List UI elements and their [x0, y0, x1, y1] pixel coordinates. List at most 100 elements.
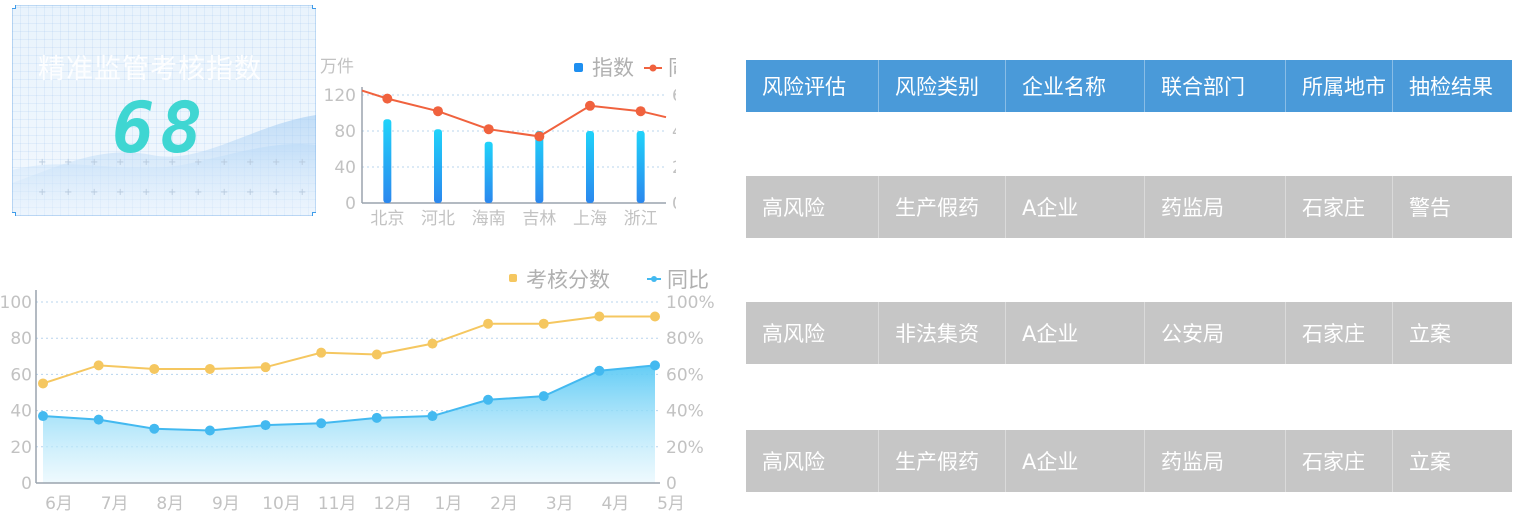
table-header-cell[interactable]: 联合部门 — [1145, 60, 1286, 112]
table-cell: 石家庄 — [1286, 176, 1393, 238]
table-row[interactable]: 高风险 生产假药 A企业 药监局 石家庄 立案 — [746, 430, 1512, 492]
table-cell: 立案 — [1409, 322, 1451, 346]
svg-text:+: + — [90, 157, 98, 168]
x-tick: 6月 — [45, 494, 73, 512]
score-point — [38, 378, 48, 389]
svg-text:+: + — [220, 187, 228, 198]
resize-handle-top-left[interactable] — [12, 5, 16, 9]
table-header-cell[interactable]: 风险评估 — [746, 60, 879, 112]
score-point — [204, 363, 215, 374]
table-header-cell[interactable]: 风险类别 — [879, 60, 1006, 112]
score-point — [594, 311, 605, 322]
y-left-tick: 40 — [334, 158, 356, 178]
yoy-point — [534, 131, 545, 142]
score-point — [427, 338, 438, 349]
bar-北京 — [383, 119, 392, 203]
table-cell: 高风险 — [746, 302, 879, 364]
yoy-point — [93, 414, 104, 425]
table-cell: 生产假药 — [879, 430, 1006, 492]
yoy-point — [594, 365, 605, 376]
index-title: 精准监管考核指数 — [38, 54, 262, 85]
table-row[interactable]: 高风险 非法集资 A企业 公安局 石家庄 立案 — [746, 302, 1512, 364]
svg-text:+: + — [168, 157, 176, 168]
score-point — [538, 318, 549, 329]
table-header-cell[interactable]: 所属地市 — [1286, 60, 1393, 112]
table-cell: A企业 — [1006, 302, 1145, 364]
table-cell: 高风险 — [746, 176, 879, 238]
legend-line-dot — [649, 64, 657, 72]
table-cell: 立案 — [1409, 450, 1451, 474]
table-cell: 生产假药 — [879, 176, 1006, 238]
y-right-tick: 0 — [666, 474, 677, 494]
score-line-chart: 0 20 40 60 80 100 0 20% 40% 60% 80% 100% 6月 7月 8月 9月 10月… — [0, 268, 715, 512]
yoy-point — [38, 411, 48, 422]
score-point — [483, 318, 494, 329]
bar-河北 — [434, 129, 442, 203]
table-header-cell[interactable]: 企业名称 — [1006, 60, 1145, 112]
svg-text:+: + — [220, 157, 228, 168]
svg-text:+: + — [272, 157, 280, 168]
y-left-tick: 60 — [10, 365, 32, 385]
table-row[interactable]: 高风险 生产假药 A企业 药监局 石家庄 警告 — [746, 176, 1512, 238]
yoy-line — [42, 364, 656, 432]
y-right-tick: 20% — [666, 438, 704, 458]
y-left-tick: 80 — [10, 329, 32, 349]
yoy-point — [382, 93, 393, 104]
table-cell: 公安局 — [1145, 302, 1286, 364]
table-header-cell[interactable]: 抽检结果 — [1409, 75, 1493, 99]
svg-text:+: + — [298, 187, 306, 198]
legend-score-swatch — [509, 274, 517, 282]
bar-吉林 — [535, 131, 544, 203]
yoy-point — [538, 391, 549, 402]
x-tick: 3月 — [546, 494, 574, 512]
x-tick: 浙江 — [624, 209, 658, 229]
svg-text:+: + — [38, 157, 46, 168]
svg-text:+: + — [168, 187, 176, 198]
table-cell: A企业 — [1006, 430, 1145, 492]
yoy-point — [204, 425, 215, 436]
x-tick: 4月 — [601, 494, 629, 512]
y-right-tick: 40% — [672, 122, 676, 142]
x-tick: 吉林 — [522, 209, 556, 229]
yoy-point — [650, 360, 660, 371]
svg-text:+: + — [194, 187, 202, 198]
table-header-row: 风险评估 风险类别 企业名称 联合部门 所属地市 抽检结果 — [746, 60, 1512, 112]
table-cell: 警告 — [1409, 196, 1451, 220]
yoy-line — [361, 89, 667, 138]
svg-text:+: + — [142, 187, 150, 198]
table-cell: A企业 — [1006, 176, 1145, 238]
yoy-point — [427, 411, 438, 422]
table-cell: 高风险 — [746, 430, 879, 492]
y-right-tick: 60% — [666, 365, 704, 385]
svg-text:+: + — [64, 187, 72, 198]
yoy-point — [635, 106, 646, 117]
table-cell: 非法集资 — [879, 302, 1006, 364]
resize-handle-bottom-right[interactable] — [312, 212, 316, 216]
x-tick: 河北 — [421, 209, 455, 229]
y-left-tick: 40 — [10, 402, 32, 422]
yoy-point — [260, 420, 271, 431]
y-right-tick: 60% — [672, 86, 676, 106]
y-right-tick: 0% — [672, 194, 676, 214]
x-tick: 北京 — [370, 209, 404, 229]
resize-handle-top-right[interactable] — [312, 5, 316, 9]
legend-bar-label: 指数 — [592, 56, 634, 80]
x-tick: 11月 — [318, 494, 357, 512]
x-tick: 12月 — [373, 494, 412, 512]
legend-yoy-label: 同比 — [667, 268, 709, 292]
x-tick: 上海 — [573, 209, 607, 229]
x-tick: 2月 — [490, 494, 518, 512]
y-left-tick: 120 — [324, 86, 356, 106]
svg-text:+: + — [90, 187, 98, 198]
svg-text:+: + — [116, 187, 124, 198]
y-left-tick: 0 — [21, 474, 32, 494]
table-cell: 药监局 — [1145, 430, 1286, 492]
score-line — [42, 315, 655, 385]
score-point — [260, 362, 271, 373]
x-tick: 10月 — [262, 494, 301, 512]
yoy-point — [149, 423, 160, 434]
yoy-point — [433, 106, 443, 117]
resize-handle-bottom-left[interactable] — [12, 212, 16, 216]
index-card[interactable]: + + + + + + + + + + + + + + + + + + + + + + 精准监管考核指数 6… — [12, 5, 316, 216]
